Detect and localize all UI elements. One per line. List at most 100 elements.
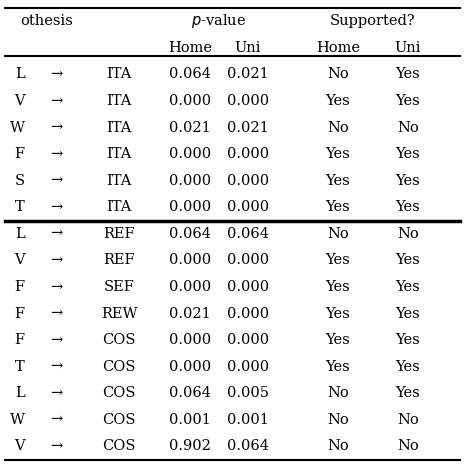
Text: No: No — [327, 439, 349, 454]
Text: 0.000: 0.000 — [169, 94, 211, 108]
Text: Yes: Yes — [396, 174, 420, 188]
Text: →: → — [51, 386, 63, 401]
Text: 0.000: 0.000 — [169, 254, 211, 267]
Text: COS: COS — [102, 413, 136, 427]
Text: COS: COS — [102, 386, 136, 401]
Text: Yes: Yes — [326, 307, 350, 320]
Text: ITA: ITA — [107, 94, 132, 108]
Text: Yes: Yes — [326, 360, 350, 374]
Text: →: → — [51, 67, 63, 82]
Text: 0.000: 0.000 — [169, 360, 211, 374]
Text: Yes: Yes — [326, 147, 350, 161]
Text: REF: REF — [103, 227, 135, 241]
Text: Home: Home — [316, 41, 360, 55]
Text: →: → — [51, 413, 63, 427]
Text: →: → — [51, 333, 63, 347]
Text: 0.000: 0.000 — [227, 280, 269, 294]
Text: →: → — [51, 227, 63, 241]
Text: 0.902: 0.902 — [169, 439, 211, 454]
Text: Yes: Yes — [326, 201, 350, 214]
Text: →: → — [51, 254, 63, 267]
Text: 0.021: 0.021 — [227, 120, 269, 135]
Text: Supported?: Supported? — [330, 14, 416, 28]
Text: No: No — [327, 227, 349, 241]
Text: 0.000: 0.000 — [227, 174, 269, 188]
Text: V: V — [14, 254, 25, 267]
Text: Yes: Yes — [396, 333, 420, 347]
Text: F: F — [15, 307, 25, 320]
Text: othesis: othesis — [20, 14, 73, 28]
Text: F: F — [15, 147, 25, 161]
Text: 0.001: 0.001 — [169, 413, 211, 427]
Text: →: → — [51, 94, 63, 108]
Text: 0.021: 0.021 — [169, 120, 211, 135]
Text: Yes: Yes — [396, 307, 420, 320]
Text: →: → — [51, 120, 63, 135]
Text: Uni: Uni — [395, 41, 421, 55]
Text: V: V — [14, 439, 25, 454]
Text: COS: COS — [102, 360, 136, 374]
Text: Home: Home — [168, 41, 212, 55]
Text: V: V — [14, 94, 25, 108]
Text: →: → — [51, 439, 63, 454]
Text: 0.064: 0.064 — [227, 227, 269, 241]
Text: Yes: Yes — [326, 280, 350, 294]
Text: L: L — [15, 227, 25, 241]
Text: L: L — [15, 67, 25, 82]
Text: No: No — [397, 413, 419, 427]
Text: Yes: Yes — [396, 67, 420, 82]
Text: Yes: Yes — [326, 254, 350, 267]
Text: Yes: Yes — [326, 94, 350, 108]
Text: Yes: Yes — [396, 386, 420, 401]
Text: →: → — [51, 201, 63, 214]
Text: ITA: ITA — [107, 120, 132, 135]
Text: 0.021: 0.021 — [169, 307, 211, 320]
Text: →: → — [51, 307, 63, 320]
Text: 0.000: 0.000 — [227, 94, 269, 108]
Text: L: L — [15, 386, 25, 401]
Text: 0.021: 0.021 — [227, 67, 269, 82]
Text: 0.000: 0.000 — [227, 147, 269, 161]
Text: ITA: ITA — [107, 67, 132, 82]
Text: ITA: ITA — [107, 174, 132, 188]
Text: 0.000: 0.000 — [227, 254, 269, 267]
Text: W: W — [10, 120, 25, 135]
Text: 0.064: 0.064 — [169, 227, 211, 241]
Text: 0.000: 0.000 — [227, 360, 269, 374]
Text: REW: REW — [101, 307, 137, 320]
Text: ITA: ITA — [107, 201, 132, 214]
Text: →: → — [51, 280, 63, 294]
Text: 0.000: 0.000 — [227, 333, 269, 347]
Text: 0.064: 0.064 — [169, 67, 211, 82]
Text: Uni: Uni — [235, 41, 261, 55]
Text: T: T — [15, 360, 25, 374]
Text: →: → — [51, 147, 63, 161]
Text: F: F — [15, 280, 25, 294]
Text: Yes: Yes — [396, 254, 420, 267]
Text: 0.000: 0.000 — [169, 201, 211, 214]
Text: 0.000: 0.000 — [169, 333, 211, 347]
Text: No: No — [327, 67, 349, 82]
Text: W: W — [10, 413, 25, 427]
Text: REF: REF — [103, 254, 135, 267]
Text: $p$-value: $p$-value — [191, 12, 246, 30]
Text: No: No — [327, 120, 349, 135]
Text: No: No — [397, 439, 419, 454]
Text: 0.000: 0.000 — [227, 201, 269, 214]
Text: T: T — [15, 201, 25, 214]
Text: →: → — [51, 174, 63, 188]
Text: 0.000: 0.000 — [169, 147, 211, 161]
Text: No: No — [327, 413, 349, 427]
Text: F: F — [15, 333, 25, 347]
Text: ITA: ITA — [107, 147, 132, 161]
Text: Yes: Yes — [396, 201, 420, 214]
Text: SEF: SEF — [104, 280, 135, 294]
Text: S: S — [15, 174, 25, 188]
Text: 0.064: 0.064 — [227, 439, 269, 454]
Text: No: No — [327, 386, 349, 401]
Text: 0.000: 0.000 — [227, 307, 269, 320]
Text: Yes: Yes — [396, 280, 420, 294]
Text: No: No — [397, 227, 419, 241]
Text: 0.005: 0.005 — [227, 386, 269, 401]
Text: Yes: Yes — [326, 333, 350, 347]
